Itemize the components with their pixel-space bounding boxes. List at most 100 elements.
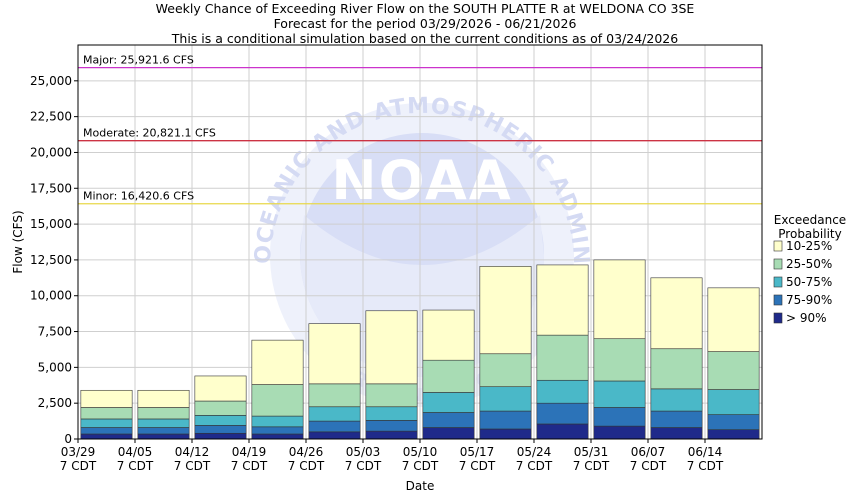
x-tick-label-date: 04/19 — [232, 445, 267, 459]
x-tick-label-time: 7 CDT — [288, 459, 325, 473]
bar-segment — [137, 433, 190, 440]
y-tick-label: 25,000 — [30, 74, 72, 88]
y-tick-label: 22,500 — [30, 110, 72, 124]
bar-segment — [536, 379, 589, 404]
y-tick-label: 0 — [64, 432, 72, 446]
bar-segment — [593, 380, 646, 408]
legend-title: Probability — [778, 227, 841, 241]
y-tick-label: 2,500 — [38, 396, 72, 410]
bar-segment — [707, 429, 760, 440]
legend-swatch — [773, 294, 783, 306]
bar-segment — [251, 426, 304, 435]
bar-segment — [80, 427, 133, 435]
bar-segment — [593, 259, 646, 340]
bar-segment — [308, 323, 361, 385]
bar-segment — [593, 338, 646, 382]
bar-segment — [479, 353, 532, 388]
x-tick-label-time: 7 CDT — [573, 459, 610, 473]
x-tick-label-date: 05/10 — [403, 445, 438, 459]
x-tick-label-time: 7 CDT — [630, 459, 667, 473]
bar-segment — [194, 415, 247, 426]
bar-segment — [137, 407, 190, 420]
legend-label: > 90% — [786, 311, 827, 325]
chart-title-line: This is a conditional simulation based o… — [171, 31, 678, 46]
x-tick-label-time: 7 CDT — [231, 459, 268, 473]
bar-segment — [707, 351, 760, 390]
x-tick-label-date: 05/03 — [346, 445, 381, 459]
bar-segment — [479, 410, 532, 430]
x-tick-label-time: 7 CDT — [516, 459, 553, 473]
bar-segment — [308, 420, 361, 433]
bar-segment — [422, 309, 475, 361]
bar-segment — [194, 400, 247, 416]
y-tick-label: 17,500 — [30, 181, 72, 195]
y-tick-label: 12,500 — [30, 253, 72, 267]
bar-segment — [137, 418, 190, 428]
bar-segment — [365, 406, 418, 421]
bar-segment — [137, 389, 190, 408]
bar-segment — [422, 412, 475, 428]
x-tick-label-date: 06/14 — [688, 445, 723, 459]
x-tick-label-date: 05/24 — [517, 445, 552, 459]
legend-label: 75-90% — [786, 293, 832, 307]
bar-segment — [137, 427, 190, 435]
bar-segment — [308, 431, 361, 440]
threshold-label: Moderate: 20,821.1 CFS — [83, 127, 216, 140]
chart-title-line: Weekly Chance of Exceeding River Flow on… — [156, 1, 695, 16]
bar-segment — [536, 334, 589, 381]
bar-segment — [365, 420, 418, 432]
bar-segment — [422, 392, 475, 413]
bar-segment — [650, 410, 703, 428]
bar-segment — [536, 423, 589, 440]
bar-segment — [365, 430, 418, 440]
bar-segment — [308, 383, 361, 408]
x-tick-label-time: 7 CDT — [402, 459, 439, 473]
x-tick-label-time: 7 CDT — [60, 459, 97, 473]
x-tick-label-date: 05/17 — [460, 445, 495, 459]
bar-segment — [251, 384, 304, 417]
y-tick-label: 7,500 — [38, 325, 72, 339]
bar-segment — [251, 339, 304, 385]
bar-segment — [251, 433, 304, 440]
threshold-lines: Major: 25,921.6 CFS Moderate: 20,821.1 CF… — [78, 54, 762, 205]
grid-lines — [78, 45, 762, 439]
plot-area: NATIONAL OCEANIC AND ATMOSPHERIC ADMINIS… — [0, 0, 763, 440]
x-tick-label-time: 7 CDT — [174, 459, 211, 473]
x-tick-label-date: 03/29 — [61, 445, 96, 459]
legend-swatch — [773, 240, 783, 252]
legend-label: 25-50% — [786, 257, 832, 271]
bar-segment — [536, 264, 589, 336]
bar-segment — [80, 389, 133, 408]
bar-segment — [251, 415, 304, 428]
bars — [80, 259, 760, 440]
y-axis-label: Flow (CFS) — [11, 210, 25, 273]
bar-segment — [365, 310, 418, 385]
chart-title: Weekly Chance of Exceeding River Flow on… — [156, 1, 695, 46]
y-tick-label: 5,000 — [38, 360, 72, 374]
bar-segment — [479, 266, 532, 355]
bar-segment — [308, 406, 361, 422]
bar-segment — [707, 287, 760, 352]
x-tick-label-date: 04/12 — [175, 445, 210, 459]
x-tick-label-time: 7 CDT — [117, 459, 154, 473]
watermark-logo-text: NOAA — [331, 149, 512, 212]
threshold-label: Major: 25,921.6 CFS — [83, 54, 194, 67]
y-tick-label: 15,000 — [30, 217, 72, 231]
y-tick-label: 20,000 — [30, 145, 72, 159]
bar-segment — [707, 389, 760, 415]
x-tick-label-time: 7 CDT — [459, 459, 496, 473]
bar-segment — [80, 433, 133, 440]
legend-label: 50-75% — [786, 275, 832, 289]
bar-segment — [650, 348, 703, 390]
bar-segment — [479, 428, 532, 440]
bar-segment — [593, 407, 646, 427]
bar-segment — [707, 414, 760, 430]
chart-title-line: Forecast for the period 03/29/2026 - 06/… — [274, 16, 577, 31]
bar-segment — [536, 402, 589, 425]
bar-segment — [422, 427, 475, 440]
bar-segment — [593, 425, 646, 440]
bar-segment — [194, 375, 247, 402]
